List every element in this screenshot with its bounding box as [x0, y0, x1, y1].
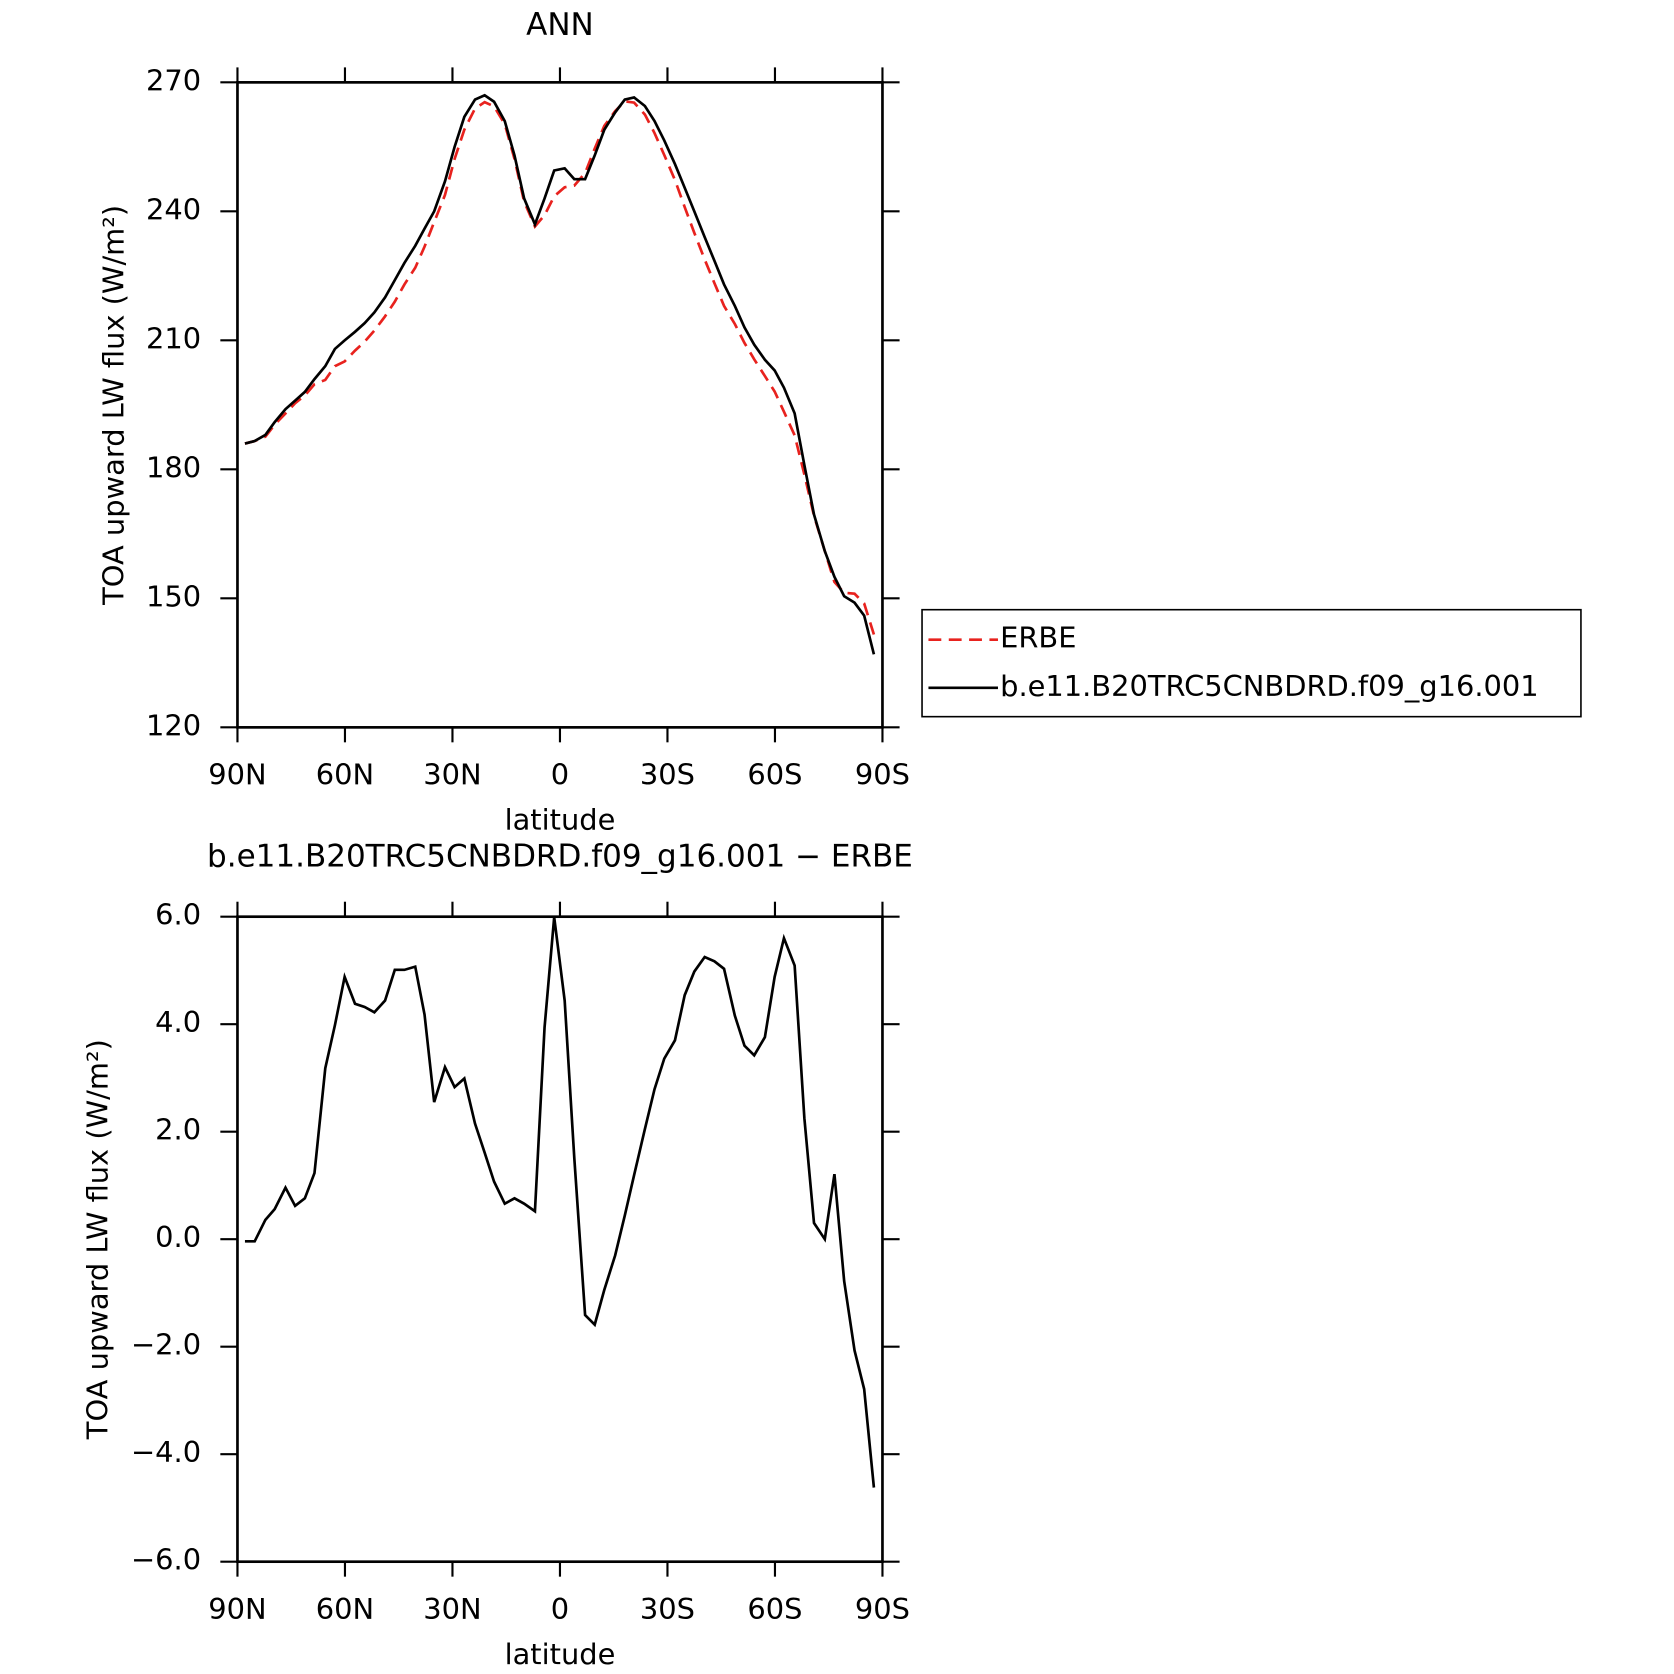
legend-label: ERBE [1000, 621, 1076, 655]
series-line [244, 99, 876, 635]
y-tick-label: 150 [146, 579, 201, 613]
y-tick-label: −6.0 [131, 1543, 201, 1577]
x-tick-label: 60N [316, 1592, 374, 1626]
y-axis-label: TOA upward LW flux (W/m²) [80, 1039, 114, 1440]
y-tick-label: 6.0 [155, 898, 201, 932]
y-tick-label: −4.0 [131, 1435, 201, 1469]
x-tick-label: 60N [316, 758, 374, 792]
plot-frame [236, 81, 884, 729]
y-axis-label: TOA upward LW flux (W/m²) [97, 205, 131, 606]
legend-box [921, 608, 1582, 718]
legend-label: b.e11.B20TRC5CNBDRD.f09_g16.001 [1000, 669, 1539, 703]
plot-frame [236, 915, 884, 1564]
x-tick-label: 30N [423, 758, 481, 792]
x-tick-label: 90N [208, 1592, 266, 1626]
x-tick-label: 30S [640, 758, 695, 792]
x-tick-label: 90S [855, 758, 910, 792]
x-tick-label: 90N [208, 758, 266, 792]
y-tick-label: 210 [146, 321, 201, 355]
y-tick-label: −2.0 [131, 1328, 201, 1362]
x-axis-label: latitude [505, 802, 616, 836]
chart-title: b.e11.B20TRC5CNBDRD.f09_g16.001 − ERBE [207, 838, 913, 874]
x-tick-label: 60S [747, 1592, 802, 1626]
x-tick-label: 60S [747, 758, 802, 792]
y-tick-label: 180 [146, 450, 201, 484]
series-line [244, 93, 876, 655]
y-tick-label: 270 [146, 63, 201, 97]
x-tick-label: 90S [855, 1592, 910, 1626]
x-axis-label: latitude [505, 1637, 616, 1671]
y-tick-label: 4.0 [155, 1005, 201, 1039]
y-tick-label: 120 [146, 708, 201, 742]
x-tick-label: 30S [640, 1592, 695, 1626]
chart-title: ANN [526, 7, 594, 43]
y-tick-label: 0.0 [155, 1220, 201, 1254]
difference-line [244, 917, 876, 1488]
y-tick-label: 2.0 [155, 1113, 201, 1147]
x-tick-label: 0 [551, 1592, 569, 1626]
y-tick-label: 240 [146, 192, 201, 226]
x-tick-label: 0 [551, 758, 569, 792]
x-tick-label: 30N [423, 1592, 481, 1626]
